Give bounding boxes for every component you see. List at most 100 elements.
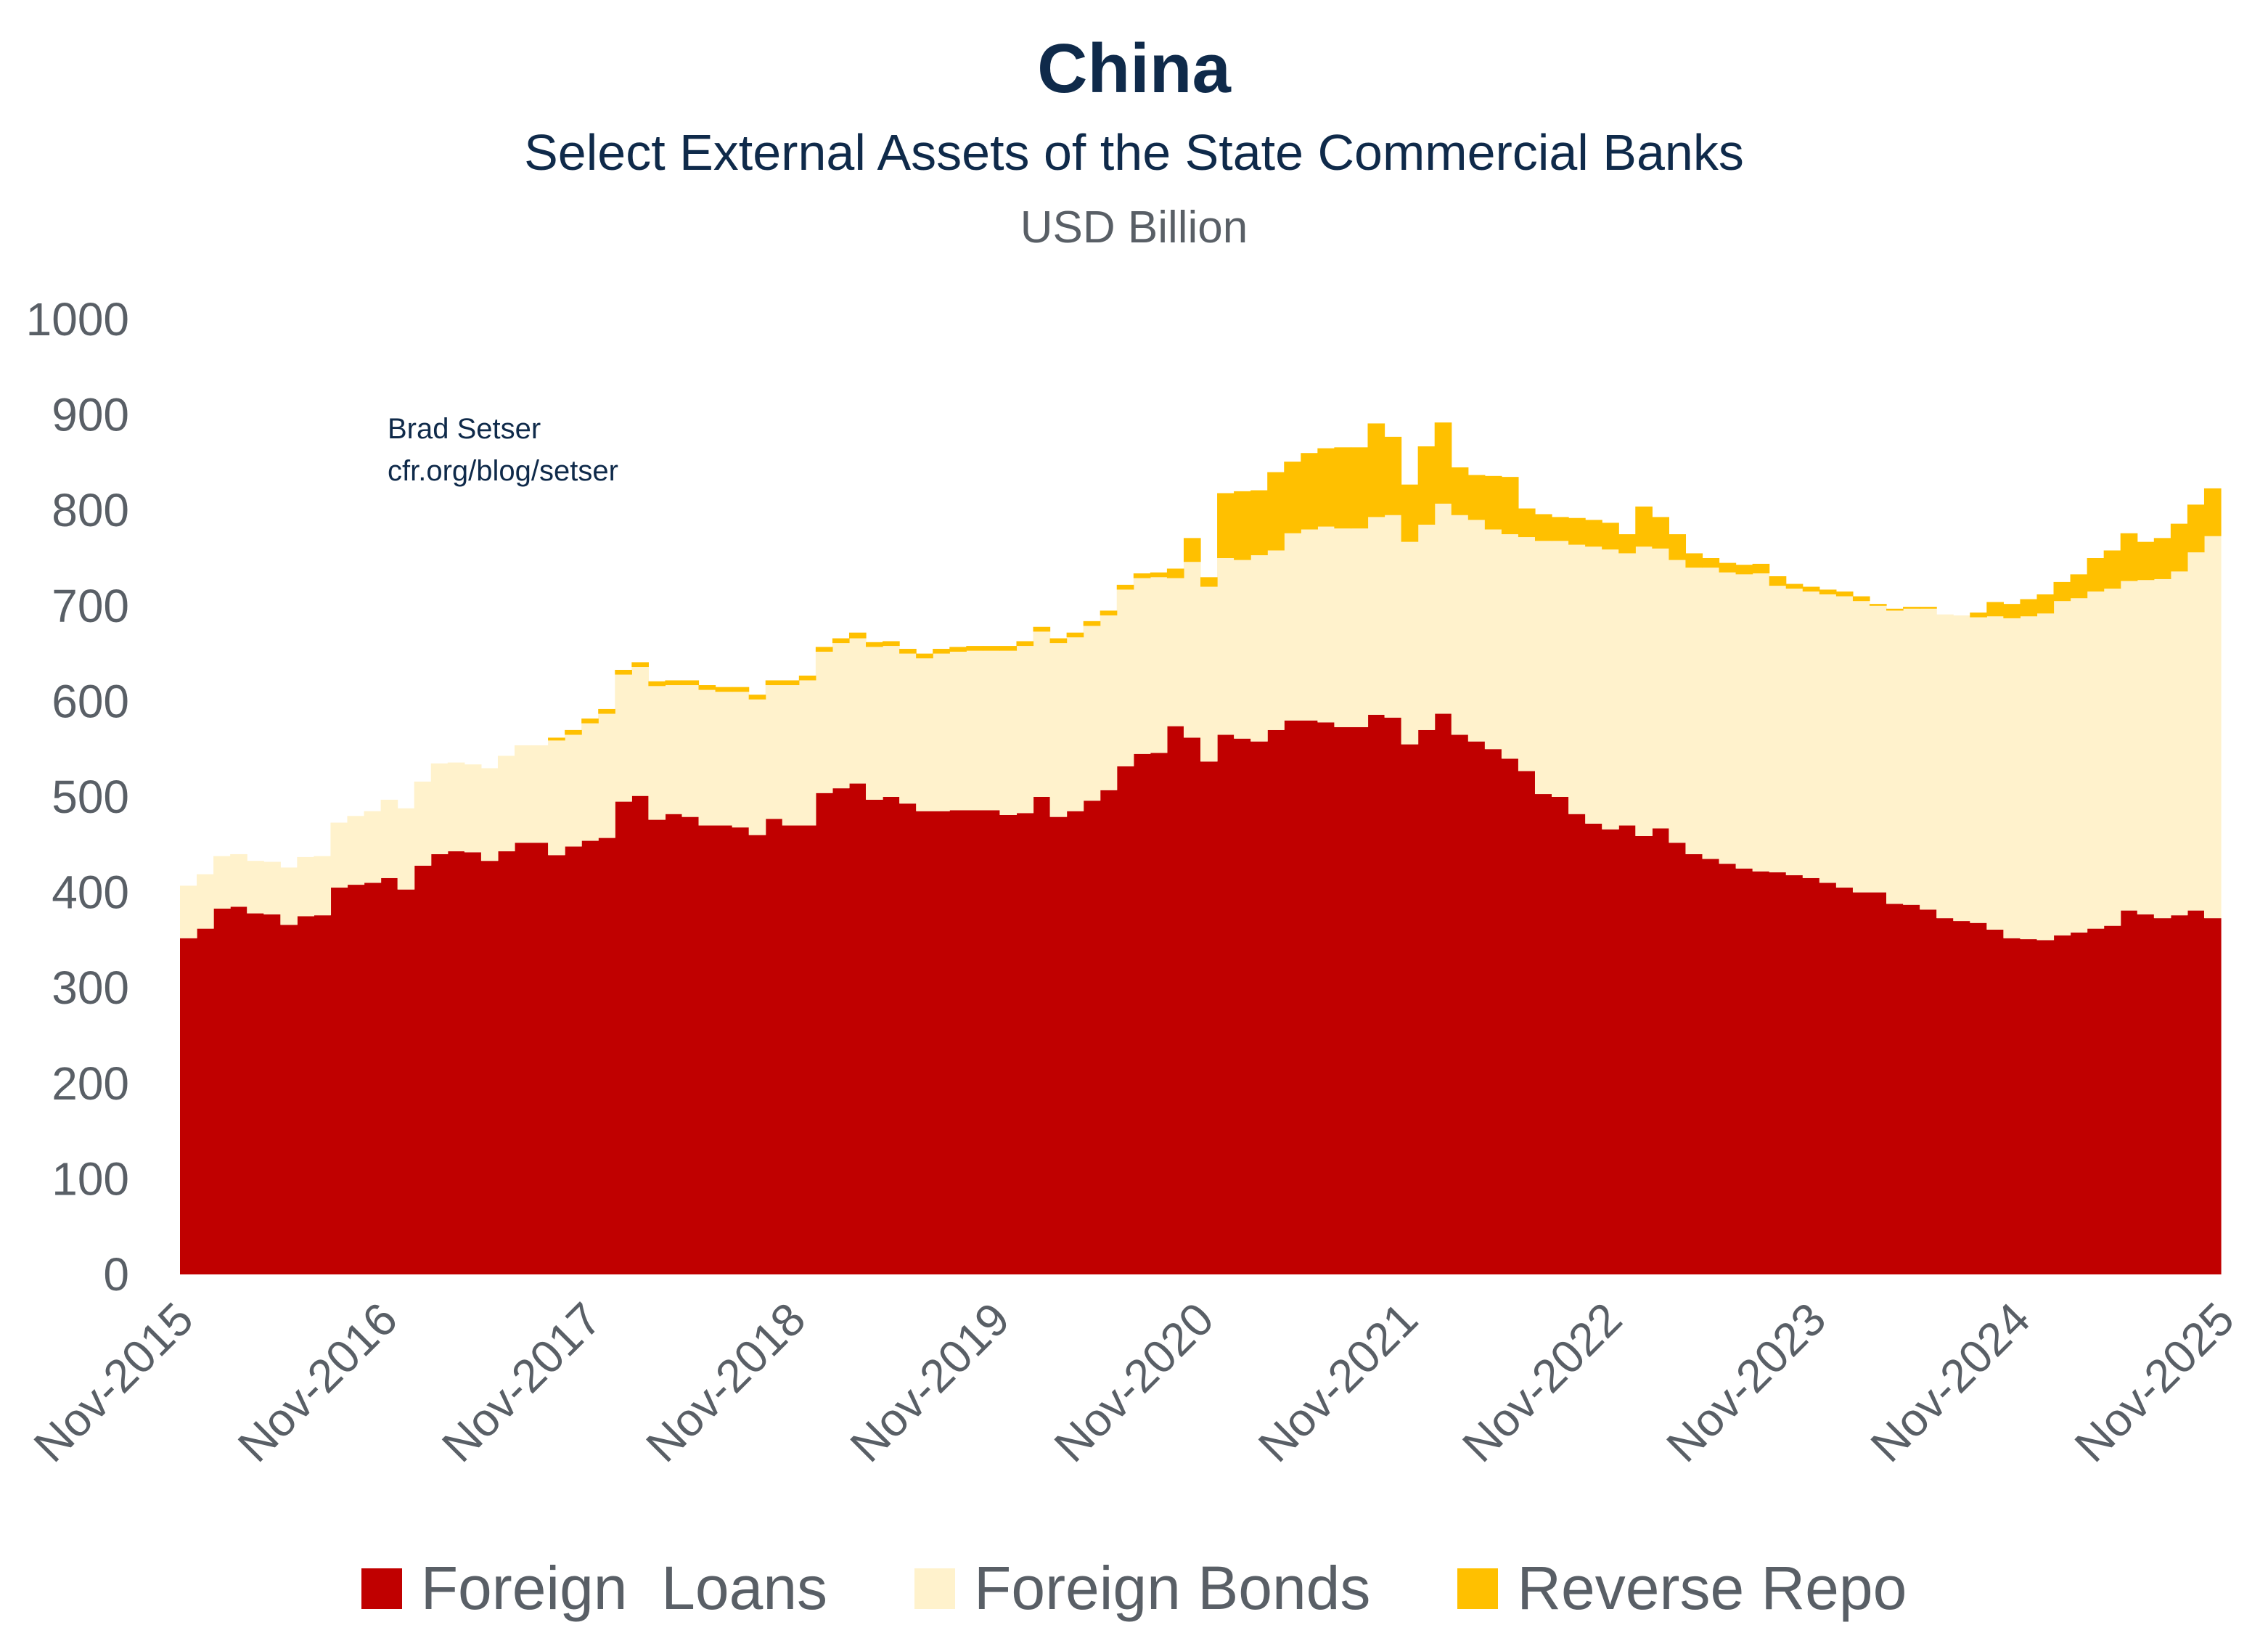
bar-segment: [1451, 734, 1469, 1274]
bar-segment: [514, 843, 532, 1274]
x-tick-label: Nov-2017: [432, 1293, 611, 1472]
bar-segment: [2103, 550, 2121, 589]
bar-segment: [1986, 602, 2004, 617]
bar-segment: [598, 708, 615, 714]
bar-segment: [314, 915, 332, 1274]
bar-segment: [1217, 734, 1235, 1274]
bar-segment: [1234, 560, 1251, 739]
x-tick-label: Nov-2020: [1044, 1293, 1224, 1472]
bar-segment: [1819, 589, 1837, 595]
bar-segment: [213, 856, 231, 909]
bar-segment: [464, 852, 482, 1274]
bar-segment: [1100, 790, 1118, 1274]
bar-segment: [2070, 932, 2088, 1274]
bar-segment: [1317, 526, 1335, 723]
x-tick-label: Nov-2022: [1452, 1293, 1632, 1472]
y-tick-label: 100: [52, 1152, 129, 1205]
bar-segment: [330, 888, 348, 1274]
bar-segment: [1367, 423, 1385, 517]
bar-segment: [1250, 555, 1268, 742]
x-tick-label: Nov-2024: [1861, 1293, 2040, 1472]
bar-segment: [1033, 626, 1051, 632]
bar-segment: [1669, 560, 1687, 843]
bar-segment: [1384, 515, 1402, 718]
bar-segment: [765, 819, 783, 1274]
bar-segment: [648, 819, 666, 1274]
legend-item-repo: Reverse Repo: [1457, 1553, 1907, 1624]
bar-segment: [899, 653, 917, 804]
bar-segment: [866, 642, 883, 647]
bar-segment: [2036, 940, 2055, 1274]
bar-segment: [565, 846, 582, 1274]
legend-swatch-repo: [1457, 1568, 1499, 1609]
bar-segment: [1618, 825, 1636, 1274]
bar-segment: [1150, 572, 1168, 578]
bar-segment: [949, 651, 967, 811]
bar-segment: [1802, 591, 1820, 878]
bar-segment: [1552, 797, 1569, 1274]
bar-segment: [430, 763, 449, 854]
bar-segment: [1970, 613, 1987, 618]
legend-item-loans: Foreign Loans: [361, 1553, 827, 1624]
bar-segment: [397, 889, 415, 1274]
bar-segment: [1301, 453, 1318, 530]
bar-segment: [1334, 447, 1352, 529]
bar-segment: [1451, 467, 1469, 515]
bar-segment: [1133, 578, 1151, 754]
bar-segment: [1635, 835, 1653, 1274]
bar-segment: [280, 867, 298, 925]
bar-segment: [1401, 484, 1419, 542]
bar-segment: [197, 928, 214, 1274]
bar-segment: [1920, 909, 1937, 1274]
bar-segment: [832, 643, 850, 789]
bar-segment: [1183, 538, 1201, 562]
bar-segment: [1702, 568, 1720, 859]
bar-segment: [1217, 558, 1235, 735]
bar-segment: [1785, 589, 1804, 875]
bar-segment: [1467, 520, 1486, 742]
chart-subtitle: Select External Assets of the State Comm…: [524, 124, 1744, 181]
bar-segment: [1920, 608, 1937, 910]
bar-segment: [397, 808, 415, 890]
bar-segment: [1250, 741, 1268, 1274]
bar-segment: [1903, 607, 1920, 609]
y-tick-label: 0: [103, 1248, 129, 1301]
bar-segment: [815, 793, 833, 1274]
bar-segment: [1769, 872, 1787, 1274]
bar-segment: [1585, 823, 1602, 1274]
bar-segment: [665, 680, 683, 686]
bar-segment: [715, 825, 733, 1274]
bar-segment: [1835, 888, 1854, 1274]
bar-segment: [1284, 462, 1301, 533]
bar-segment: [430, 853, 449, 1274]
bar-segment: [999, 646, 1018, 651]
bar-segment: [1484, 529, 1502, 750]
bar-segment: [1669, 843, 1687, 1274]
bar-segment: [1986, 929, 2004, 1274]
bar-segment: [548, 737, 565, 741]
bar-segment: [1467, 741, 1486, 1274]
bar-segment: [1284, 533, 1301, 721]
bar-segment: [832, 638, 850, 644]
bar-segment: [1284, 720, 1301, 1274]
bar-segment: [1183, 562, 1201, 738]
bar-segment: [414, 781, 432, 866]
bar-segment: [1351, 726, 1369, 1274]
bar-segment: [1518, 508, 1536, 538]
bar-segment: [1869, 605, 1887, 893]
legend-label-bonds: Foreign Bonds: [974, 1554, 1371, 1622]
bar-segment: [1384, 436, 1402, 515]
bar-segment: [464, 764, 482, 853]
y-tick-label: 600: [52, 675, 129, 727]
bar-segment: [2153, 538, 2171, 579]
bar-segment: [1869, 604, 1887, 606]
bar-segment: [1618, 553, 1636, 826]
bar-segment: [1200, 586, 1218, 762]
y-tick-label: 1000: [26, 293, 129, 345]
legend-item-bonds: Foreign Bonds: [914, 1553, 1370, 1624]
bar-segment: [848, 783, 867, 1274]
bar-segment: [1719, 864, 1737, 1274]
bar-segment: [1802, 877, 1820, 1274]
bar-segment: [782, 680, 800, 686]
